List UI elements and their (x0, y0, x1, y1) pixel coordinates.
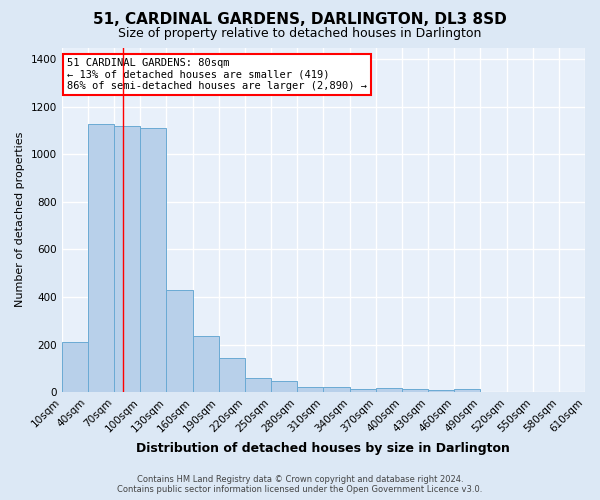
Y-axis label: Number of detached properties: Number of detached properties (15, 132, 25, 308)
Text: 51, CARDINAL GARDENS, DARLINGTON, DL3 8SD: 51, CARDINAL GARDENS, DARLINGTON, DL3 8S… (93, 12, 507, 28)
Text: Size of property relative to detached houses in Darlington: Size of property relative to detached ho… (118, 28, 482, 40)
Bar (350, 389, 376, 392)
Text: 51 CARDINAL GARDENS: 80sqm
← 13% of detached houses are smaller (419)
86% of sem: 51 CARDINAL GARDENS: 80sqm ← 13% of deta… (67, 58, 367, 91)
Bar (323, 388, 350, 392)
Bar (454, 388, 481, 392)
Bar (62, 342, 88, 392)
Text: Contains HM Land Registry data © Crown copyright and database right 2024.
Contai: Contains HM Land Registry data © Crown c… (118, 474, 482, 494)
Bar (402, 389, 428, 392)
Bar (245, 378, 271, 392)
Bar (376, 388, 402, 392)
Bar (140, 128, 166, 392)
Bar (114, 126, 140, 392)
Bar (166, 290, 193, 392)
X-axis label: Distribution of detached houses by size in Darlington: Distribution of detached houses by size … (136, 442, 510, 455)
Bar (218, 358, 245, 392)
Bar (297, 387, 323, 392)
Bar (88, 124, 114, 392)
Bar (271, 382, 297, 392)
Bar (428, 390, 454, 392)
Bar (193, 336, 218, 392)
